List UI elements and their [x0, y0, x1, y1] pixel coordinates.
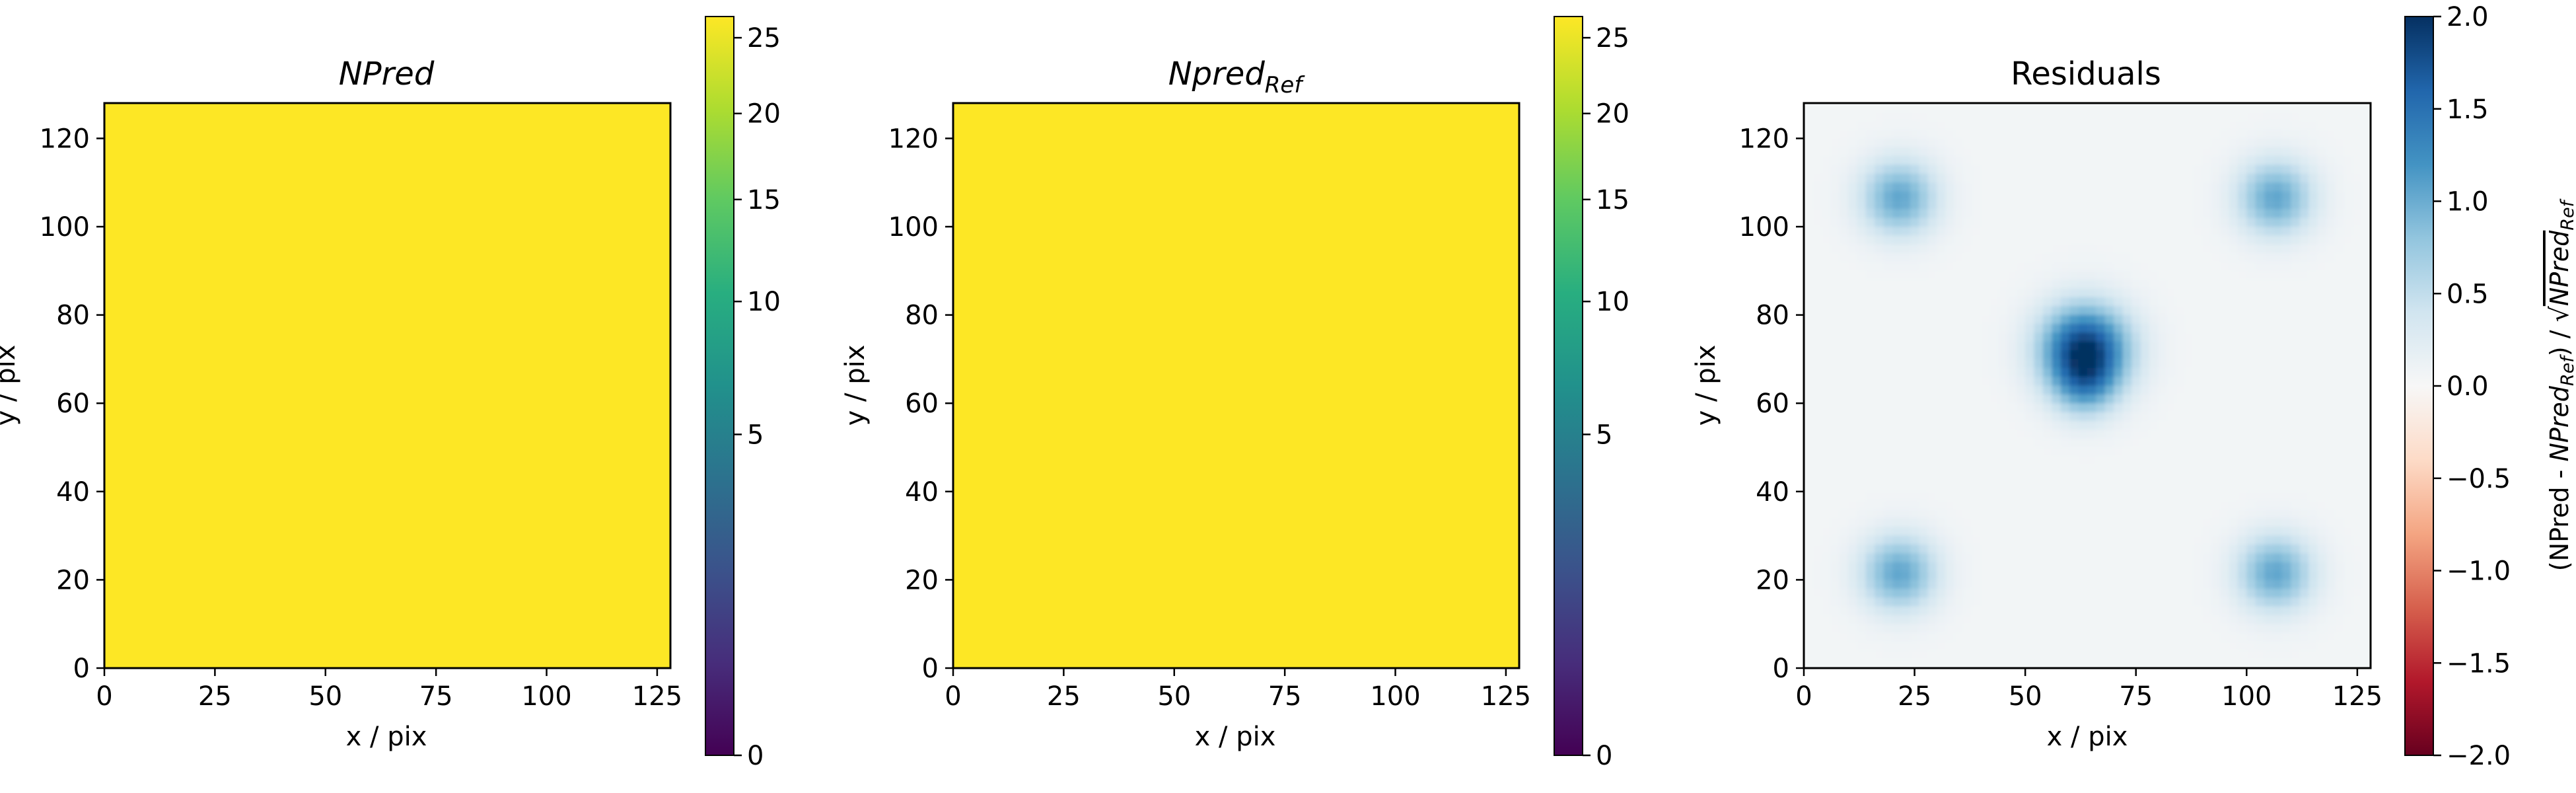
colorbar-tick-label: 10 [1596, 287, 1629, 317]
y-tick-label: 0 [922, 654, 939, 684]
panel-residuals-title: Residuals [2011, 56, 2161, 93]
colorbar-tick-label: 0 [1596, 741, 1612, 771]
x-tick-label: 100 [2221, 681, 2272, 712]
residuals-y-axis-label: y / pix [1691, 345, 1721, 426]
colorbar-tick-label: 1.0 [2447, 187, 2489, 217]
colorbar-tick-label: 0 [747, 741, 764, 771]
colorbar-tick-label: 0.0 [2447, 371, 2489, 402]
panel-npred-title: NPred [339, 56, 435, 93]
npred-ref-plot-frame [952, 102, 1521, 669]
npred-ref-heatmap [953, 103, 1519, 668]
x-tick-label: 125 [1481, 681, 1531, 712]
y-tick-label: 100 [1739, 212, 1789, 243]
y-tick-label: 80 [1756, 301, 1789, 331]
colorbar-tick-label: 25 [747, 23, 781, 54]
colorbar-tick-label: 20 [1596, 99, 1629, 130]
y-tick-label: 0 [73, 654, 90, 684]
colorbar-tick-label: 20 [747, 99, 781, 130]
y-tick-label: 120 [888, 124, 939, 154]
colorbar-tick-label: 15 [747, 185, 781, 215]
x-tick-label: 75 [419, 681, 453, 712]
colorbar-tick-label: 25 [1596, 23, 1629, 54]
colorbar-tick-label: 1.5 [2447, 94, 2489, 125]
x-tick-label: 75 [1268, 681, 1302, 712]
npred-colorbar [705, 16, 734, 756]
x-tick-label: 50 [2009, 681, 2042, 712]
y-tick-label: 40 [56, 477, 90, 508]
y-tick-label: 40 [1756, 477, 1789, 508]
y-tick-label: 60 [56, 389, 90, 419]
residuals-colorbar [2404, 16, 2434, 756]
x-tick-label: 0 [945, 681, 961, 712]
y-tick-label: 120 [1739, 124, 1789, 154]
y-tick-label: 20 [56, 565, 90, 595]
colorbar-tick-label: 10 [747, 287, 781, 317]
npred-colorbar-ticks: 0 5 10 15 20 25 [734, 23, 781, 771]
x-tick-label: 100 [521, 681, 571, 712]
y-tick-label: 80 [905, 301, 939, 331]
y-tick-label: 20 [1756, 565, 1789, 595]
colorbar-tick-label: 2.0 [2447, 2, 2489, 32]
colorbar-tick-label: 0.5 [2447, 279, 2489, 309]
y-tick-label: 100 [40, 212, 90, 243]
npred-ref-axis-ticks: 0 25 50 75 100 125 0 20 40 60 80 100 120 [888, 124, 1531, 712]
colorbar-tick-label: −0.5 [2447, 464, 2511, 494]
npred-axis-ticks: 0 25 50 75 100 125 0 20 40 60 80 100 120 [40, 124, 682, 712]
colorbar-tick-label: 5 [1596, 420, 1612, 450]
npred-heatmap [104, 103, 670, 668]
x-tick-label: 25 [1047, 681, 1081, 712]
y-tick-label: 120 [40, 124, 90, 154]
y-tick-label: 60 [1756, 389, 1789, 419]
colorbar-tick-label: −1.0 [2447, 556, 2511, 587]
npred-plot-frame [103, 102, 672, 669]
panel-residuals: Residuals 0 25 50 75 100 125 0 20 40 60 80 100 120 x… [1691, 2, 2576, 771]
y-tick-label: 20 [905, 565, 939, 595]
npred-ref-x-axis-label: x / pix [1195, 722, 1276, 752]
x-tick-label: 25 [1898, 681, 1931, 712]
y-tick-label: 0 [1773, 654, 1789, 684]
x-tick-label: 50 [308, 681, 342, 712]
x-tick-label: 75 [2119, 681, 2153, 712]
residuals-heatmap [1804, 103, 2371, 668]
x-tick-label: 125 [632, 681, 682, 712]
x-tick-label: 0 [1795, 681, 1812, 712]
residuals-colorbar-label: (NPred - NPredRef) / √NPredRef [2545, 198, 2576, 571]
residuals-colorbar-ticks: −2.0 −1.5 −1.0 −0.5 0.0 0.5 1.0 1.5 2.0 [2433, 2, 2511, 771]
npred-ref-y-axis-label: y / pix [840, 345, 871, 426]
x-tick-label: 100 [1370, 681, 1420, 712]
y-tick-label: 100 [888, 212, 939, 243]
npred-ref-colorbar [1554, 16, 1583, 756]
colorbar-tick-label: −1.5 [2447, 648, 2511, 679]
npred-x-axis-label: x / pix [346, 722, 427, 752]
x-tick-label: 125 [2332, 681, 2382, 712]
panel-npred-ref-title: NpredRef [1168, 56, 1306, 98]
x-tick-label: 50 [1157, 681, 1191, 712]
y-tick-label: 60 [905, 389, 939, 419]
colorbar-tick-label: 5 [747, 420, 764, 450]
npred-y-axis-label: y / pix [0, 345, 21, 426]
colorbar-tick-label: 15 [1596, 185, 1629, 215]
y-tick-label: 80 [56, 301, 90, 331]
y-tick-label: 40 [905, 477, 939, 508]
residuals-plot-frame [1803, 102, 2372, 669]
x-tick-label: 25 [198, 681, 232, 712]
npred-ref-colorbar-ticks: 0 5 10 15 20 25 [1583, 23, 1629, 771]
colorbar-tick-label: −2.0 [2447, 741, 2511, 771]
residuals-axis-ticks: 0 25 50 75 100 125 0 20 40 60 80 100 120 [1739, 124, 2382, 712]
residuals-x-axis-label: x / pix [2047, 722, 2128, 752]
x-tick-label: 0 [96, 681, 112, 712]
